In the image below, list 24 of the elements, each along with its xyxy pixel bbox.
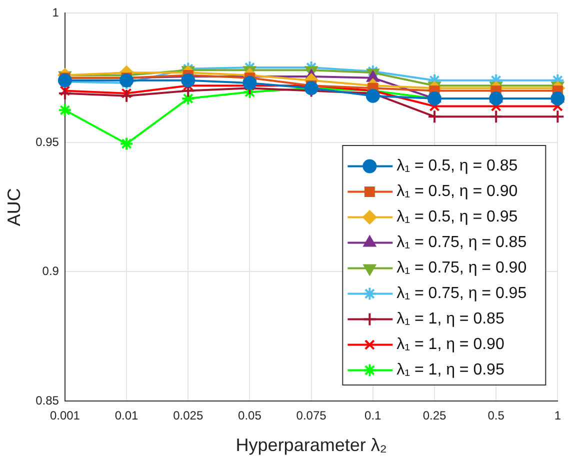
x-tick-label: 0.025 [173,408,204,423]
legend-label: λ₁ = 0.75, η = 0.95 [396,285,527,302]
x-axis-title: Hyperparameter λ₂ [236,435,387,456]
x-tick-label: 0.075 [296,408,327,423]
y-tick-label: 0.9 [42,264,60,278]
legend-label: λ₁ = 0.5, η = 0.90 [396,183,518,200]
y-tick-label: 0.95 [36,134,60,149]
legend-label: λ₁ = 0.75, η = 0.90 [396,260,527,277]
legend-label: λ₁ = 1, η = 0.95 [396,362,504,379]
x-tick-label: 1 [554,408,562,423]
x-tick-label: 0.05 [238,408,262,423]
x-tick-label: 0.5 [488,408,505,423]
legend-label: λ₁ = 0.5, η = 0.85 [396,158,518,175]
legend-label: λ₁ = 0.75, η = 0.85 [396,234,527,252]
x-tick-label: 0.25 [422,408,446,423]
legend-label: λ₁ = 1, η = 0.90 [396,336,504,354]
legend-label: λ₁ = 0.5, η = 0.95 [396,208,518,226]
x-tick-label: 0.1 [364,408,382,423]
y-axis-title: AUC [4,188,24,226]
y-tick-label: 0.85 [36,393,60,408]
legend-label: λ₁ = 1, η = 0.85 [396,310,504,328]
y-tick-label: 1 [52,6,60,20]
x-tick-label: 0.01 [114,408,139,423]
x-tick-label: 0.001 [50,408,80,423]
